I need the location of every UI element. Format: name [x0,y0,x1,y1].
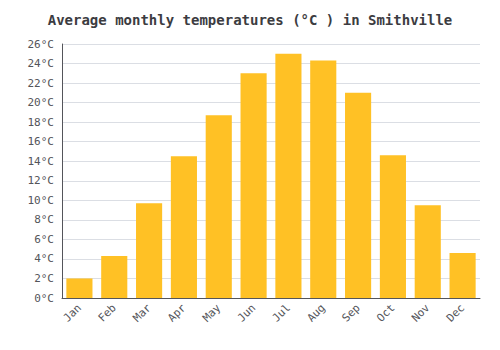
svg-text:6°C: 6°C [34,233,54,246]
svg-text:14°C: 14°C [28,155,55,168]
svg-text:Oct: Oct [374,301,397,324]
svg-text:Aug: Aug [305,301,328,324]
svg-text:Jan: Jan [61,301,84,324]
svg-text:Sep: Sep [339,301,362,324]
svg-text:24°C: 24°C [28,57,55,70]
svg-text:Feb: Feb [96,301,119,324]
svg-text:Mar: Mar [130,301,153,324]
svg-text:16°C: 16°C [28,135,55,148]
svg-text:May: May [200,301,223,324]
svg-text:22°C: 22°C [28,77,55,90]
svg-text:2°C: 2°C [34,272,54,285]
svg-text:18°C: 18°C [28,116,55,129]
svg-text:0°C: 0°C [34,292,54,305]
svg-text:12°C: 12°C [28,174,55,187]
svg-text:4°C: 4°C [34,252,54,265]
svg-text:Jun: Jun [235,301,258,324]
svg-text:Jul: Jul [270,301,293,324]
svg-text:Nov: Nov [409,301,432,324]
svg-text:20°C: 20°C [28,96,55,109]
svg-text:8°C: 8°C [34,213,54,226]
svg-text:Dec: Dec [444,301,467,324]
svg-text:Average monthly temperatures (: Average monthly temperatures (°C ) in Sm… [48,12,453,28]
svg-text:10°C: 10°C [28,194,55,207]
svg-text:26°C: 26°C [28,38,55,51]
svg-text:Apr: Apr [165,301,188,324]
